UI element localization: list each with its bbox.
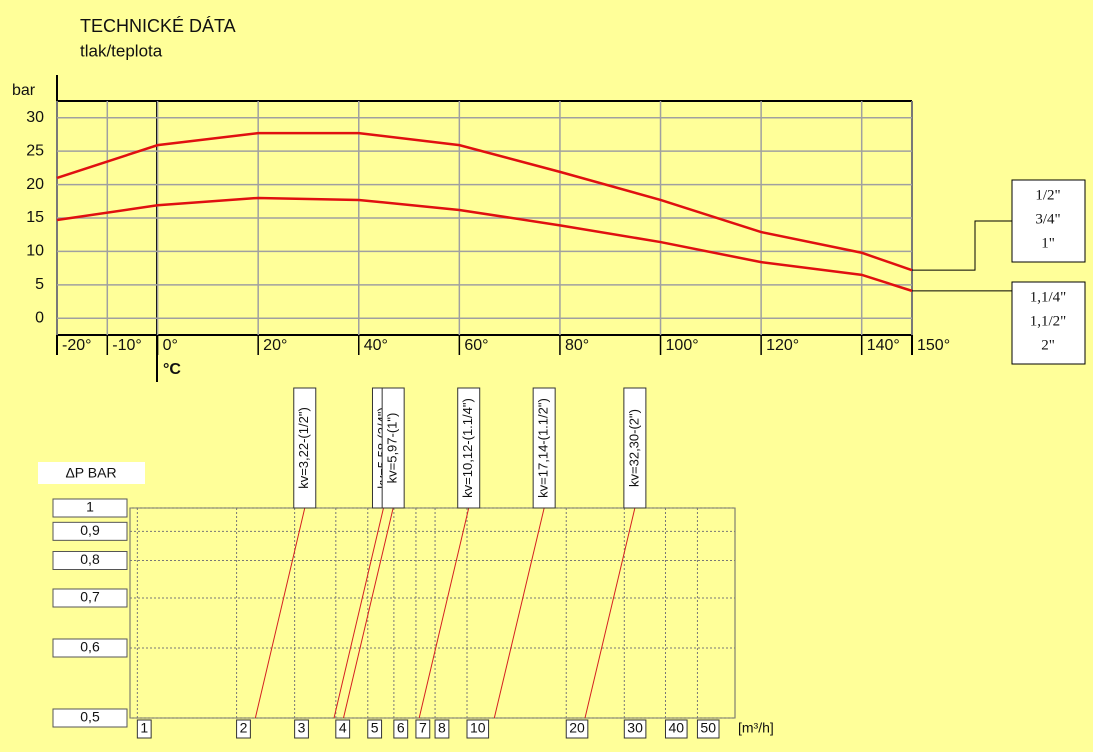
kv-label-box [532, 387, 556, 509]
tick-box [236, 719, 251, 739]
y-label-box [38, 462, 145, 484]
x-tick-label: 7 [419, 720, 427, 736]
tick-box [434, 719, 450, 739]
y-tick-label: 1 [86, 499, 94, 515]
x-tick-label: 10 [470, 720, 486, 736]
x-tick-label: 150° [917, 337, 950, 354]
legend-label: 3/4" [1035, 211, 1060, 227]
x-tick-label: 20 [569, 720, 585, 736]
kv-line [584, 507, 636, 719]
y-tick-label: 25 [26, 142, 44, 159]
tick-box [335, 719, 351, 739]
kv-label: kv=17,14-(1.1/2") [536, 398, 551, 498]
x-tick-label: 20° [263, 337, 287, 354]
x-tick-label: 4 [339, 720, 347, 736]
tick-box [52, 521, 128, 541]
kv-label: kv=3,22-(1/2") [296, 407, 311, 489]
tick-box [466, 719, 490, 739]
kv-label-box [457, 387, 481, 509]
x-tick-label: -20° [62, 337, 92, 354]
y-tick-label: 30 [26, 109, 44, 126]
x-tick-label: 30 [627, 720, 643, 736]
legend-label: 2" [1041, 337, 1055, 353]
kv-label: kv=32,30-(2") [626, 409, 641, 487]
title: TECHNICKÉ DÁTA [80, 16, 236, 36]
kv-line [493, 507, 545, 719]
legend-connector [912, 220, 1012, 271]
x-tick-label: 3 [298, 720, 306, 736]
tick-box [367, 719, 383, 739]
x-tick-label: 5 [371, 720, 379, 736]
kv-label-box [623, 387, 647, 509]
tick-box [623, 719, 647, 739]
x-tick-label: 100° [666, 337, 699, 354]
x-tick-label: 140° [867, 337, 900, 354]
line-series [56, 131, 913, 272]
x-tick-label: 1 [140, 720, 148, 736]
x-tick-label: 50 [700, 720, 716, 736]
tick-box [52, 708, 128, 728]
x-axis-label: °C [163, 361, 181, 378]
tick-box [136, 719, 152, 739]
x-tick-label: 6 [397, 720, 405, 736]
y-tick-label: 15 [26, 209, 44, 226]
legend-label: 1,1/2" [1030, 313, 1067, 329]
x-tick-label: 0° [163, 337, 178, 354]
kv-line [333, 507, 384, 719]
plot-frame [129, 507, 736, 719]
tick-box [415, 719, 431, 739]
kv-label-box [293, 387, 317, 509]
tick-box [52, 588, 128, 608]
x-tick-label: 2 [240, 720, 248, 736]
x-tick-label: 120° [766, 337, 799, 354]
x-axis-label: [m³/h] [738, 720, 774, 736]
legend-box [1011, 281, 1086, 365]
kv-label-box [381, 387, 405, 509]
y-tick-label: 0,5 [80, 709, 100, 725]
y-axis-label: ΔP BAR [65, 465, 116, 481]
legend-label: 1,1/4" [1030, 289, 1067, 305]
legend-label: 1" [1041, 235, 1055, 251]
legend-label: 1/2" [1035, 187, 1060, 203]
subtitle: tlak/teplota [80, 41, 163, 60]
x-tick-label: -10° [112, 337, 142, 354]
tick-box [52, 638, 128, 658]
tick-box [565, 719, 589, 739]
y-tick-label: 10 [26, 243, 44, 260]
y-tick-label: 0,6 [80, 639, 100, 655]
kv-line [418, 507, 470, 719]
tick-box [52, 551, 128, 570]
tick-box [52, 498, 128, 518]
y-tick-label: 0 [35, 310, 44, 327]
kv-label: kv=5,97-(1") [385, 413, 400, 484]
y-tick-label: 0,9 [80, 522, 100, 538]
x-tick-label: 40 [668, 720, 684, 736]
x-tick-label: 8 [438, 720, 446, 736]
tick-box [393, 719, 409, 739]
kv-line [254, 507, 306, 719]
y-tick-label: 5 [35, 276, 44, 293]
tick-box [664, 719, 688, 739]
y-axis-label: bar [12, 82, 36, 99]
kv-label: kv=10,12-(1.1/4") [460, 398, 475, 498]
x-tick-label: 40° [364, 337, 388, 354]
y-tick-label: 0,7 [80, 589, 100, 605]
x-tick-label: 60° [464, 337, 488, 354]
y-tick-label: 0,8 [80, 551, 100, 567]
kv-line [343, 507, 394, 719]
line-series [56, 196, 913, 293]
tick-box [294, 719, 309, 739]
x-tick-label: 80° [565, 337, 589, 354]
y-tick-label: 20 [26, 176, 44, 193]
tick-box [696, 719, 720, 739]
